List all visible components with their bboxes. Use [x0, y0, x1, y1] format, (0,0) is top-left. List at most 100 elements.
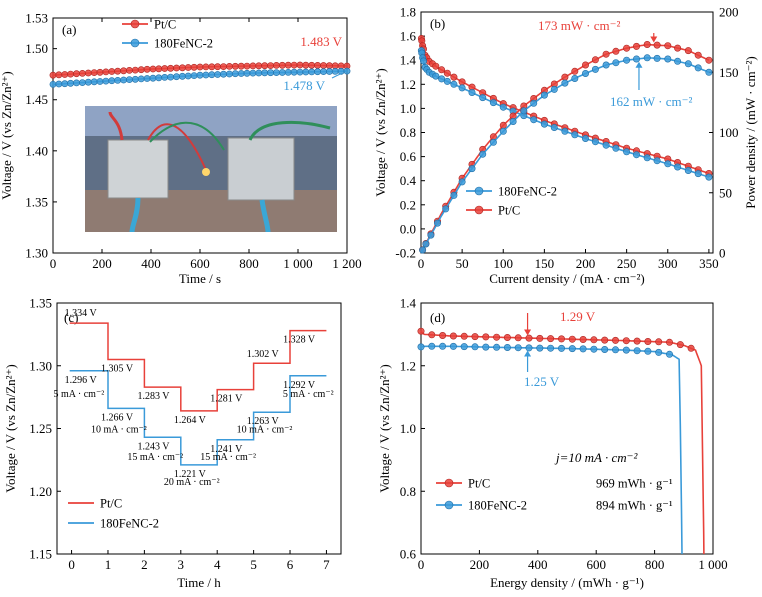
condition-label: j=10 mA · cm⁻²	[554, 450, 638, 465]
x-tick-label: 600	[190, 256, 210, 271]
y-tick-label-right: 200	[719, 5, 739, 20]
data-point	[643, 154, 651, 162]
data-point	[591, 56, 599, 64]
x-tick-label: 200	[470, 557, 490, 572]
data-point	[479, 150, 487, 158]
data-point	[644, 347, 652, 355]
data-point	[653, 54, 661, 62]
x-tick-label: 400	[141, 256, 161, 271]
data-point	[561, 73, 569, 81]
data-point	[419, 57, 427, 65]
data-point	[73, 79, 80, 87]
data-point	[557, 344, 565, 352]
data-point	[568, 335, 576, 343]
data-point	[450, 73, 458, 81]
data-point	[167, 73, 174, 81]
data-point	[499, 121, 507, 129]
blue-value-label: 1.292 V	[283, 380, 316, 391]
y-tick-label: 1.50	[25, 41, 48, 56]
data-point	[482, 333, 490, 341]
y-tick-label: 0.6	[400, 547, 417, 562]
data-point	[255, 62, 263, 70]
inset-photo	[85, 106, 337, 233]
data-point	[137, 75, 145, 83]
data-point	[479, 94, 487, 102]
data-point	[581, 135, 589, 143]
data-point	[550, 85, 558, 93]
data-point	[249, 69, 257, 77]
y-tick-label-right: 100	[719, 125, 739, 140]
data-point	[632, 55, 640, 63]
data-point	[687, 344, 695, 352]
data-point	[443, 69, 451, 77]
data-point	[102, 77, 110, 85]
data-point	[623, 44, 631, 52]
data-point	[684, 60, 692, 68]
tube-left	[129, 197, 141, 233]
x-tick-label: 50	[456, 256, 469, 271]
x-tick-label: 200	[576, 256, 596, 271]
legend-180fenc2-label: 180FeNC-2	[100, 517, 159, 531]
series-line-Pt/C	[420, 330, 705, 555]
data-point	[419, 246, 427, 254]
x-tick-label: 5	[250, 557, 257, 572]
legend-180fenc2-marker	[474, 186, 484, 196]
y-tick-label: 1.0	[400, 421, 416, 436]
data-point	[243, 69, 251, 77]
data-point	[137, 66, 145, 74]
data-point	[579, 335, 587, 343]
current-density-label: 5 mA · cm⁻²	[283, 389, 334, 400]
legend-180fenc2-marker	[130, 38, 140, 48]
data-point	[267, 69, 274, 77]
arrow-ptc-head	[524, 329, 532, 336]
red-value-label: 1.305 V	[101, 363, 134, 374]
data-point	[540, 120, 548, 128]
data-point	[705, 68, 713, 76]
data-point	[73, 70, 80, 78]
data-point	[450, 80, 458, 88]
data-point	[561, 79, 569, 87]
data-point	[125, 76, 133, 83]
y-tick-label: 1.4	[400, 53, 417, 68]
data-point	[325, 68, 333, 75]
data-point	[173, 73, 180, 81]
data-point	[547, 335, 555, 343]
y-tick-label: 1.4	[400, 296, 417, 311]
x-tick-label: 800	[645, 557, 665, 572]
panel-label: (c)	[64, 310, 78, 325]
x-tick-label: 1 000	[283, 256, 312, 271]
data-point	[90, 69, 98, 76]
data-point	[499, 127, 507, 135]
data-point	[331, 68, 339, 75]
data-point	[460, 332, 468, 340]
wire-green-right	[248, 120, 331, 141]
data-point	[243, 62, 251, 70]
x-tick-label: 350	[699, 256, 719, 271]
data-point	[611, 346, 619, 354]
legend-180fenc2-label: 180FeNC-2	[468, 499, 527, 513]
data-point	[155, 65, 163, 73]
data-point	[278, 69, 286, 76]
panel-c: 0 1 2 3 4 5 6 7 1.15 1.20 1.25 1.30 1.35 Time / h Volt…	[3, 296, 342, 590]
data-point	[571, 131, 579, 139]
annotation-180fenc2-leader	[331, 72, 343, 79]
data-point	[125, 67, 133, 74]
data-point	[460, 343, 468, 351]
x-tick-label: 150	[535, 256, 555, 271]
y-tick-label-right: 50	[719, 185, 732, 200]
data-point	[49, 81, 57, 88]
data-point	[623, 56, 631, 64]
data-point	[432, 72, 440, 80]
data-point	[525, 344, 533, 352]
data-point	[664, 42, 672, 50]
legend-ptc-label: Pt/C	[100, 497, 122, 511]
legend-ptc-marker	[474, 205, 484, 215]
data-point	[225, 63, 233, 70]
legend-180fenc2-marker	[444, 500, 454, 510]
data-point	[550, 124, 558, 132]
y-tick-label-right: 150	[719, 65, 739, 80]
x-tick-label: 1	[105, 557, 112, 572]
data-point	[237, 70, 245, 77]
data-point	[622, 337, 630, 345]
y-tick-label: 0.8	[400, 125, 416, 140]
